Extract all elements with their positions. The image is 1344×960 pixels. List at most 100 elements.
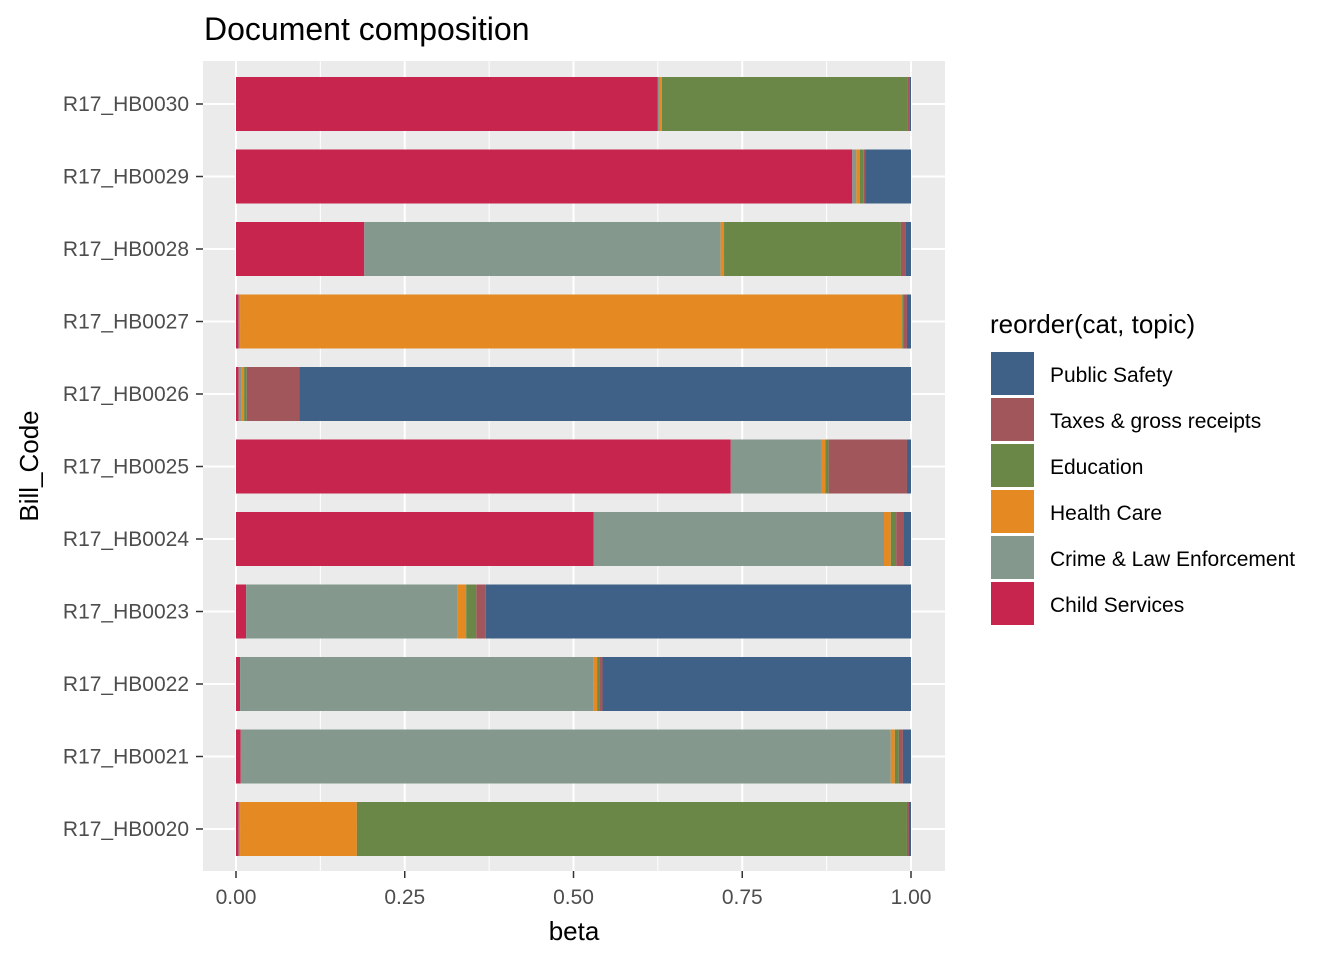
legend-title: reorder(cat, topic) <box>990 309 1195 339</box>
bar-segment <box>909 77 911 131</box>
bar-segment <box>894 729 899 784</box>
bar-segment <box>863 149 866 204</box>
bar-segment <box>236 584 247 639</box>
bar-segment <box>597 657 600 711</box>
legend-label: Crime & Law Enforcement <box>1050 548 1295 571</box>
legend-key <box>991 352 1034 395</box>
bar-segment <box>238 802 241 856</box>
bar-segment <box>906 439 911 494</box>
legend: reorder(cat, topic) Public Safety Taxes &… <box>990 309 1295 625</box>
y-tick-label: R17_HB0022 <box>63 673 189 696</box>
bar-segment <box>240 294 903 349</box>
y-axis-ticks: R17_HB0030 R17_HB0029 R17_HB0028 R17_HB0027… <box>63 93 203 841</box>
chart-title: Document composition <box>204 11 529 47</box>
bar-segment <box>908 802 911 856</box>
x-axis-title: beta <box>549 916 600 946</box>
bar-segment <box>599 657 603 711</box>
y-tick-label: R17_HB0023 <box>63 601 189 624</box>
bar-segment <box>865 149 911 204</box>
y-tick-label: R17_HB0024 <box>63 528 189 551</box>
bar-segment <box>236 222 365 276</box>
legend-label: Education <box>1050 456 1143 479</box>
bar-segment <box>828 439 907 494</box>
bar-segment <box>859 149 864 204</box>
bar-segment <box>856 149 860 204</box>
bar-segment <box>724 222 901 276</box>
bar-segment <box>906 802 909 856</box>
bar-segment <box>236 149 853 204</box>
x-tick-label: 0.75 <box>722 886 763 909</box>
bar-segment <box>356 802 907 856</box>
x-tick-label: 0.25 <box>384 886 425 909</box>
y-axis-title: Bill_Code <box>14 410 44 521</box>
bar-segment <box>485 584 911 639</box>
bar-segment <box>364 222 721 276</box>
bar-segment <box>236 367 239 421</box>
bar-segment <box>299 367 911 421</box>
bar-segment <box>236 512 594 566</box>
legend-label: Health Care <box>1050 502 1162 525</box>
legend-label: Taxes & gross receipts <box>1050 410 1261 433</box>
bar-segment <box>476 584 486 639</box>
y-tick-label: R17_HB0029 <box>63 166 189 189</box>
bar-segment <box>659 77 662 131</box>
bar-segment <box>236 729 241 784</box>
legend-label: Child Services <box>1050 594 1184 617</box>
bar-segment <box>903 512 911 566</box>
bar-segment <box>720 222 725 276</box>
y-tick-label: R17_HB0020 <box>63 818 189 841</box>
bar-segment <box>907 77 910 131</box>
bar-segment <box>236 657 241 711</box>
bars <box>236 77 911 856</box>
bar-segment <box>238 367 242 421</box>
bar-segment <box>852 149 857 204</box>
bar-segment <box>896 512 904 566</box>
x-axis-ticks: 0.00 0.25 0.50 0.75 1.00 <box>216 871 932 909</box>
legend-key <box>991 536 1034 579</box>
legend-key <box>991 398 1034 441</box>
bar-segment <box>898 729 903 784</box>
bar-segment <box>238 294 241 349</box>
bar-segment <box>244 367 247 421</box>
bar-segment <box>902 729 911 784</box>
bar-segment <box>884 512 891 566</box>
bar-segment <box>236 77 658 131</box>
bar-segment <box>240 657 594 711</box>
y-tick-label: R17_HB0025 <box>63 456 189 479</box>
bar-segment <box>902 294 904 349</box>
bar-segment <box>236 439 731 494</box>
bar-segment <box>730 439 822 494</box>
legend-key <box>991 444 1034 487</box>
bar-segment <box>906 294 911 349</box>
bar-segment <box>241 367 245 421</box>
bar-segment <box>825 439 829 494</box>
bar-segment <box>661 77 908 131</box>
bar-segment <box>657 77 660 131</box>
bar-segment <box>236 294 239 349</box>
bar-segment <box>905 222 911 276</box>
bar-segment <box>821 439 826 494</box>
y-tick-label: R17_HB0028 <box>63 238 189 261</box>
legend-label: Public Safety <box>1050 364 1173 387</box>
bar-segment <box>903 294 907 349</box>
bar-segment <box>246 367 300 421</box>
y-tick-label: R17_HB0021 <box>63 746 189 769</box>
x-tick-label: 0.00 <box>216 886 257 909</box>
y-tick-label: R17_HB0030 <box>63 93 189 116</box>
bar-segment <box>602 657 911 711</box>
bar-segment <box>246 584 458 639</box>
bar-segment <box>240 802 357 856</box>
x-tick-label: 1.00 <box>891 886 932 909</box>
bar-segment <box>457 584 467 639</box>
bar-segment <box>593 657 598 711</box>
legend-key <box>991 582 1034 625</box>
y-tick-label: R17_HB0027 <box>63 311 189 334</box>
bar-segment <box>240 729 891 784</box>
x-tick-label: 0.50 <box>553 886 594 909</box>
bar-segment <box>466 584 477 639</box>
bar-segment <box>890 512 897 566</box>
bar-segment <box>593 512 884 566</box>
legend-key <box>991 490 1034 533</box>
bar-segment <box>890 729 895 784</box>
